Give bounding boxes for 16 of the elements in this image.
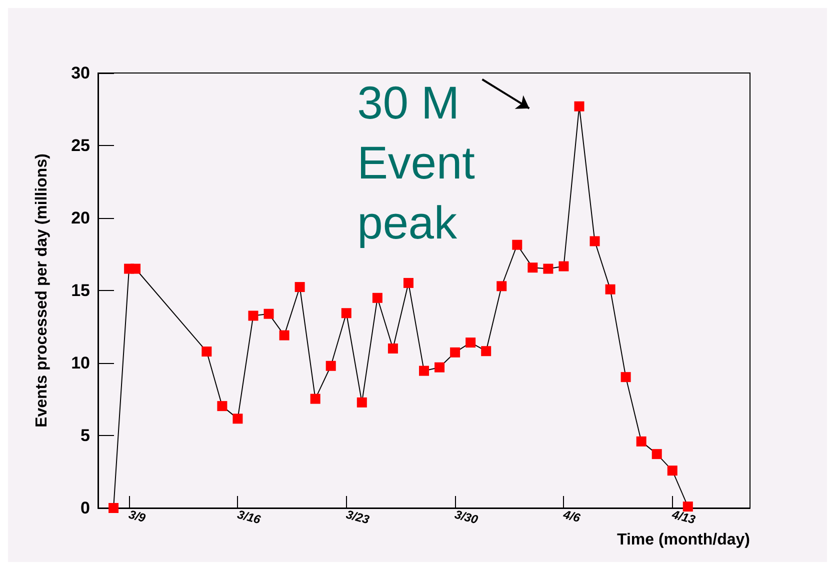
x-axis-title: Time (month/day) xyxy=(616,532,750,548)
annotation: 30 M Event peak xyxy=(357,76,476,248)
y-tick-label: 25 xyxy=(71,136,90,155)
y-tick-label: 15 xyxy=(71,281,90,300)
y-tick-label: 0 xyxy=(80,498,90,518)
y-tick-label: 10 xyxy=(71,354,90,372)
x-tick-label: 3/30 xyxy=(453,507,480,527)
x-tick-label: 4/6 xyxy=(560,506,582,526)
y-tick-label: 20 xyxy=(71,208,90,228)
y-tick-label: 30 xyxy=(71,64,90,82)
y-axis-title: Events processed per day (millions) xyxy=(34,154,50,428)
x-tick-label: 4/13 xyxy=(670,506,698,527)
x-tick-label: 3/9 xyxy=(127,507,148,526)
x-tick-label: 3/16 xyxy=(236,507,262,527)
x-tick-label: 3/23 xyxy=(344,507,372,527)
y-tick-label: 5 xyxy=(80,426,90,445)
